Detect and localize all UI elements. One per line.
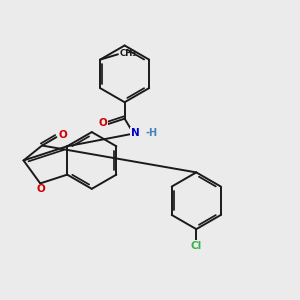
Text: O: O [58, 130, 67, 140]
Text: -H: -H [146, 128, 158, 138]
Text: Cl: Cl [191, 241, 202, 251]
Text: CH₃: CH₃ [119, 49, 137, 58]
Text: O: O [36, 184, 45, 194]
Text: N: N [131, 128, 140, 138]
Text: O: O [98, 118, 107, 128]
